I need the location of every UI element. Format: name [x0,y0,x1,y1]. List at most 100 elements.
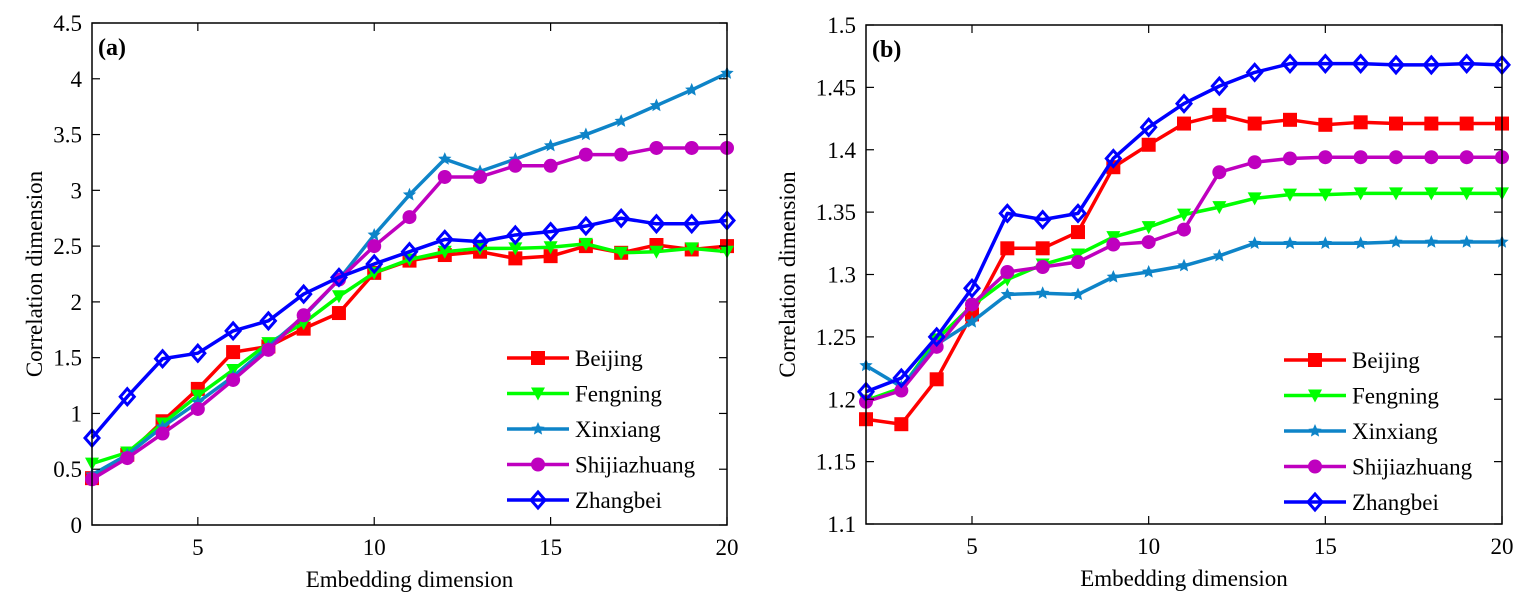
data-point-fengning [1177,208,1191,222]
data-point-xinxiang [965,314,979,328]
y-tick-label: 3 [71,178,83,203]
data-point-fengning [614,246,629,260]
data-point-zhangbei [1139,117,1158,138]
data-point-zhangbei [927,326,946,348]
series-shijiazhuang [859,150,1509,409]
data-point-xinxiang [1389,235,1403,248]
data-point-zhangbei [365,253,384,275]
legend: Beijing Fengning Xinxiang Shijiazhuang Zhang… [1284,348,1473,515]
legend-item-shijiazhuang: Shijiazhuang [1284,455,1473,480]
panel-label: (b) [872,37,901,63]
plot-frame [91,22,728,526]
y-tick-label: 0.5 [53,457,82,482]
legend-item-fengning: Fengning [507,382,662,407]
legend-item-fengning: Fengning [1284,384,1439,409]
data-point-fengning [1247,192,1262,206]
data-point-xinxiang [1248,236,1262,249]
legend-marker [1308,459,1322,474]
data-point-zhangbei [259,310,278,332]
data-point-zhangbei [1175,93,1193,114]
data-point-shijiazhuang [1000,265,1015,280]
data-point-xinxiang [1283,236,1297,249]
data-point-shijiazhuang [1071,255,1085,270]
y-tick-label: 1.45 [816,75,856,100]
data-point-zhangbei [400,241,419,262]
data-point-shijiazhuang [1283,151,1297,166]
legend-marker [1306,491,1324,513]
data-point-beijing [1424,116,1439,131]
data-point-zhangbei [998,203,1017,224]
legend-marker [531,387,545,401]
data-point-zhangbei [963,277,981,299]
data-point-fengning [1283,188,1297,202]
x-tick-label: 5 [966,534,978,559]
data-point-shijiazhuang [543,158,558,173]
data-point-zhangbei [506,224,525,246]
legend-marker [531,422,545,435]
y-tick-label: 4.5 [53,11,82,36]
data-point-fengning [1389,187,1403,201]
legend-label: Beijing [575,346,643,371]
series-fengning [859,187,1509,408]
data-point-zhangbei [1104,148,1123,169]
data-point-xinxiang [579,127,593,141]
data-point-shijiazhuang [437,169,452,184]
y-tick-label: 3.5 [53,123,82,148]
legend-item-zhangbei: Zhangbei [507,488,662,513]
data-point-beijing [331,306,346,321]
data-point-xinxiang [1354,236,1368,249]
data-point-zhangbei [682,213,701,235]
data-point-beijing [894,417,909,432]
data-point-fengning [543,241,558,255]
data-point-xinxiang [1036,286,1050,299]
series-line-beijing [865,113,1502,426]
legend-item-shijiazhuang: Shijiazhuang [507,453,696,478]
data-point-fengning [578,237,593,251]
legend-item-xinxiang: Xinxiang [1284,419,1438,444]
data-point-shijiazhuang [190,401,205,416]
data-point-fengning [1424,187,1439,201]
data-point-beijing [1141,137,1156,152]
data-point-shijiazhuang [578,147,593,162]
y-tick-label: 1 [71,401,83,426]
x-tick-label: 10 [1137,534,1160,559]
legend-marker [1308,389,1322,403]
data-point-beijing [1318,117,1333,132]
data-point-zhangbei [118,386,137,407]
y-axis-label: Correlation dimension [775,171,800,378]
data-point-zhangbei [435,229,454,250]
data-point-beijing [543,249,558,264]
data-point-shijiazhuang [226,372,241,387]
data-point-shijiazhuang [155,426,170,441]
data-point-shijiazhuang [614,147,629,162]
data-point-xinxiang [649,98,664,112]
data-point-fengning [684,242,699,256]
y-tick-label: 2 [71,290,83,315]
series-zhangbei [83,207,736,449]
data-point-zhangbei [576,215,595,237]
x-tick-label: 15 [539,535,562,560]
data-point-shijiazhuang [296,308,311,323]
data-point-shijiazhuang [120,451,135,466]
legend-item-beijing: Beijing [1284,348,1420,373]
data-point-zhangbei [541,221,560,242]
data-point-zhangbei [294,283,313,305]
data-point-xinxiang [1318,236,1332,249]
legend-marker [531,457,545,472]
data-point-xinxiang [1106,270,1120,283]
data-point-xinxiang [1212,248,1226,262]
data-point-shijiazhuang [402,210,417,225]
data-point-shijiazhuang [1106,237,1121,252]
legend-marker [1308,424,1322,437]
y-tick-label: 0 [71,513,83,538]
legend-label: Beijing [1352,348,1420,373]
data-point-fengning [1318,188,1333,202]
data-point-shijiazhuang [1212,165,1227,180]
legend-item-beijing: Beijing [507,346,643,371]
data-point-beijing [1177,116,1191,131]
data-point-zhangbei [224,320,243,342]
legend-label: Shijiazhuang [575,453,696,478]
legend-label: Fengning [575,382,662,407]
y-tick-label: 4 [71,67,83,92]
